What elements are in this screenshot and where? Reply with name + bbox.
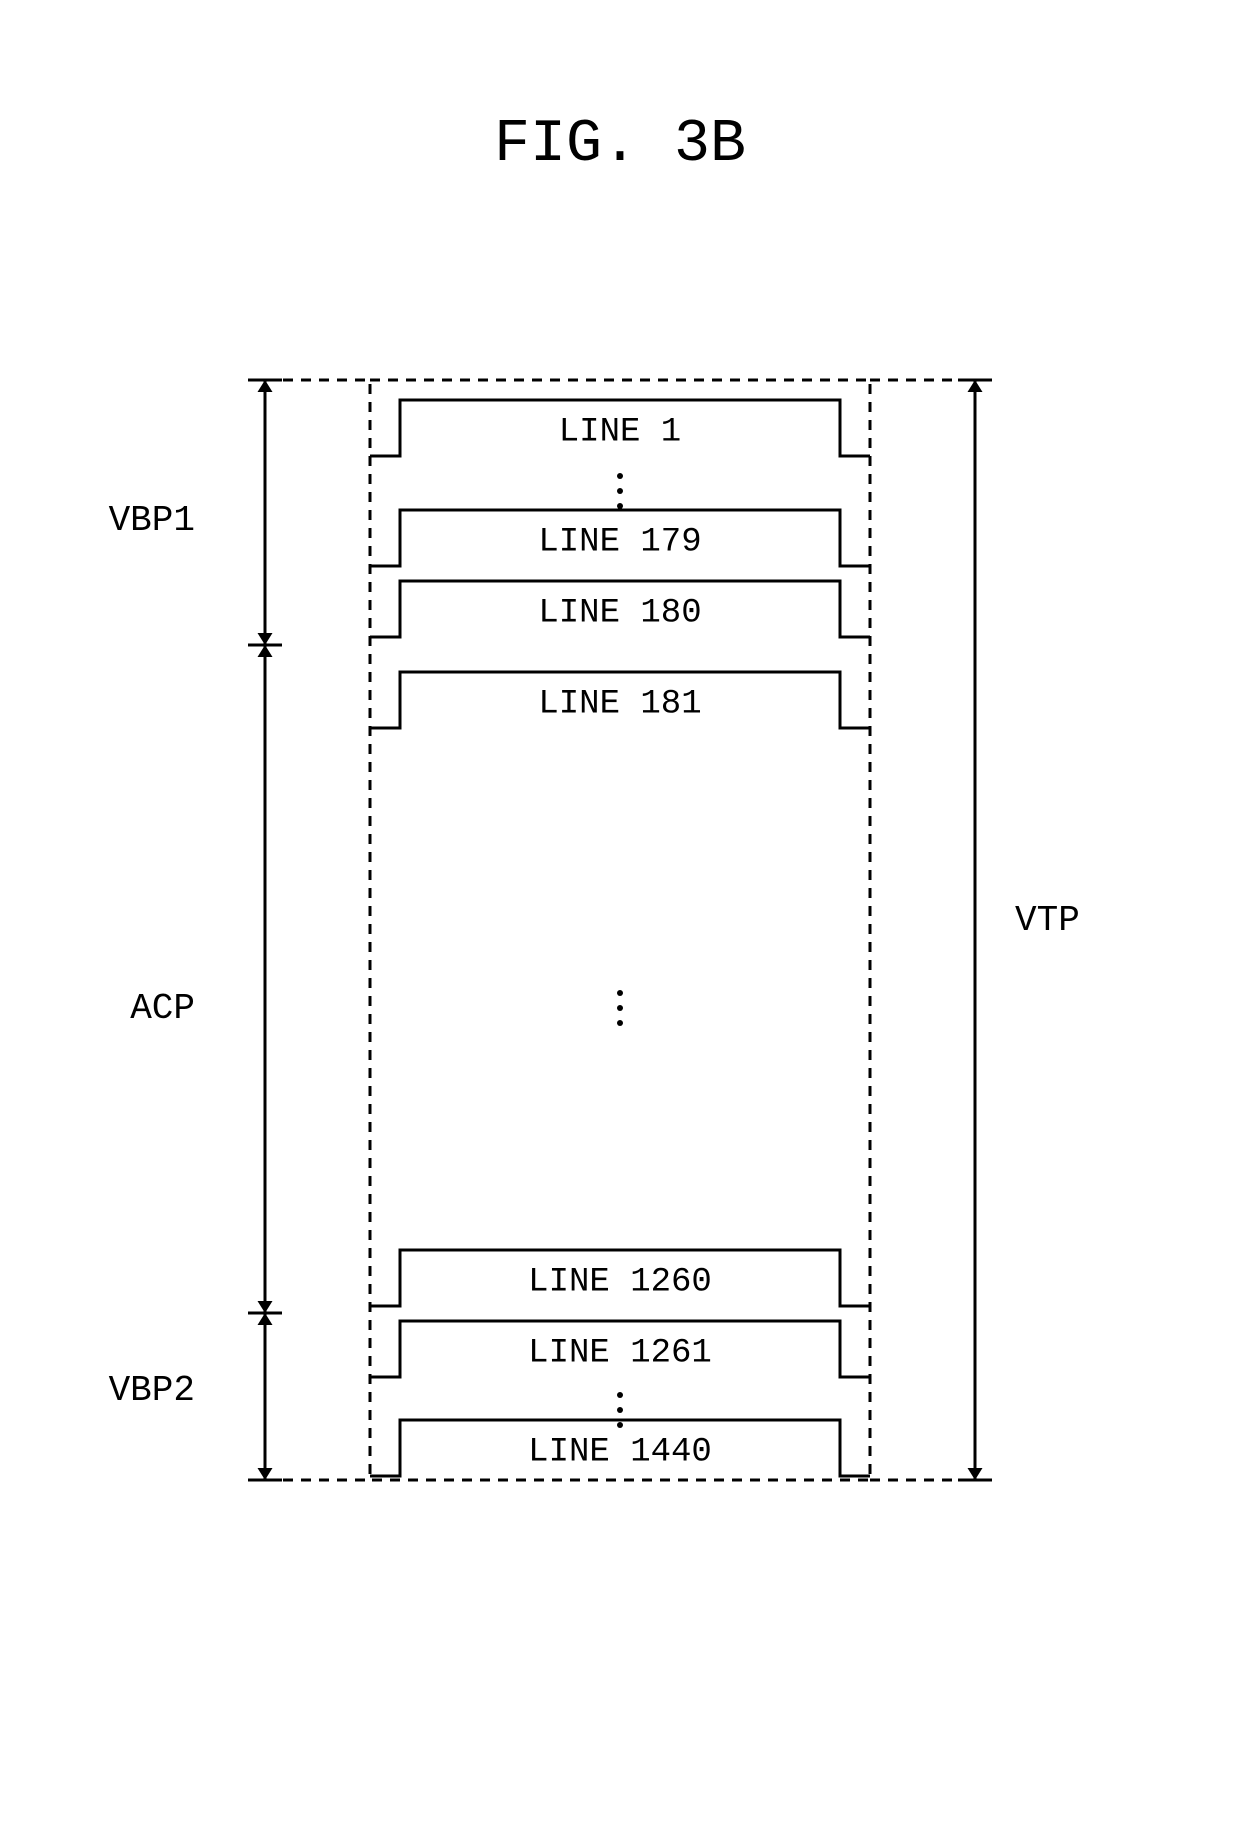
vdots (617, 1392, 623, 1398)
vdots (617, 473, 623, 479)
section-label: VBP1 (109, 500, 195, 541)
line-label: LINE 181 (538, 685, 701, 723)
vdots (617, 488, 623, 494)
line-label: LINE 1 (559, 413, 681, 451)
line-label: LINE 1440 (528, 1433, 712, 1471)
section-label: VBP2 (109, 1370, 195, 1411)
line-label: LINE 1260 (528, 1263, 712, 1301)
arrowhead (258, 1301, 273, 1313)
line-label: LINE 179 (538, 523, 701, 561)
vdots (617, 1005, 623, 1011)
figure-diagram: FIG. 3B LINE 1 LINE 179 LINE 180 LINE 181 LIN… (0, 0, 1240, 1824)
vdots (617, 503, 623, 509)
vtp-label: VTP (1015, 900, 1080, 941)
arrowhead (258, 645, 273, 657)
line-label: LINE 1261 (528, 1334, 712, 1372)
vdots (617, 990, 623, 996)
arrowhead (258, 1468, 273, 1480)
arrowhead (968, 1468, 983, 1480)
figure-title: FIG. 3B (494, 111, 746, 179)
vdots (617, 1020, 623, 1026)
arrowhead (968, 380, 983, 392)
arrowhead (258, 1313, 273, 1325)
vdots (617, 1422, 623, 1428)
vdots (617, 1407, 623, 1413)
section-label: ACP (130, 988, 195, 1029)
line-label: LINE 180 (538, 594, 701, 632)
arrowhead (258, 633, 273, 645)
arrowhead (258, 380, 273, 392)
